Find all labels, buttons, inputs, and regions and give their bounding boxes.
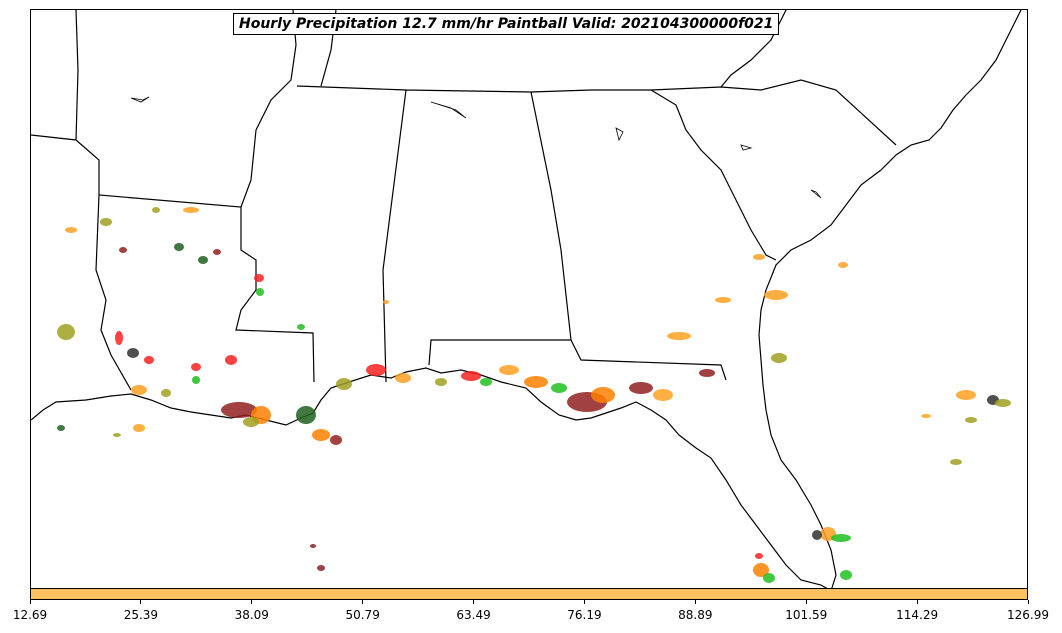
precip-blob xyxy=(191,363,201,371)
state-borders xyxy=(31,10,897,391)
colorbar-tick-label: 114.29 xyxy=(896,608,939,622)
colorbar-tick-label: 12.69 xyxy=(12,608,48,622)
precip-blob xyxy=(65,227,77,233)
precip-blob xyxy=(753,563,769,577)
map-frame xyxy=(30,9,1028,590)
precip-blob xyxy=(127,348,139,358)
colorbar-tick-label: 38.09 xyxy=(234,608,269,622)
precip-blob xyxy=(755,553,763,559)
precip-blob xyxy=(551,383,567,393)
precip-blob xyxy=(100,218,112,226)
precip-blob xyxy=(152,207,160,213)
map-canvas xyxy=(31,10,1022,589)
precip-blob xyxy=(764,290,788,300)
precip-blob xyxy=(699,369,715,377)
precip-blob xyxy=(480,378,492,386)
precip-blob xyxy=(383,300,389,304)
precip-blob xyxy=(838,262,848,268)
precip-blob xyxy=(119,247,127,253)
precip-blob xyxy=(174,243,184,251)
precip-blob xyxy=(763,573,775,583)
colorbar-tick-label: 63.49 xyxy=(456,608,491,622)
precip-blob xyxy=(336,378,352,390)
precip-blob xyxy=(840,570,852,580)
precip-blob xyxy=(310,544,316,548)
precip-blob xyxy=(57,425,65,431)
precip-blob xyxy=(629,382,653,394)
colorbar-tick xyxy=(29,600,31,604)
precip-blob xyxy=(296,406,316,424)
colorbar-tick xyxy=(694,600,696,604)
map-title: Hourly Precipitation 12.7 mm/hr Paintbal… xyxy=(233,13,780,35)
colorbar-tick xyxy=(251,600,253,604)
precip-blob xyxy=(330,435,342,445)
atlantic-coastline xyxy=(758,10,1022,589)
precip-blob xyxy=(524,376,548,388)
colorbar-tick xyxy=(362,600,364,604)
colorbar-tick-label: 88.89 xyxy=(678,608,713,622)
precip-blob xyxy=(131,385,147,395)
colorbar-tick xyxy=(1027,600,1029,604)
precip-blob xyxy=(113,433,121,437)
precip-blob xyxy=(192,376,200,384)
precip-blob xyxy=(499,365,519,375)
precip-blob xyxy=(243,417,259,427)
precip-blob xyxy=(667,332,691,340)
colorbar-tick xyxy=(473,600,475,604)
colorbar-tick-label: 50.79 xyxy=(345,608,380,622)
precip-blob xyxy=(183,207,199,213)
precip-blob xyxy=(435,378,447,386)
colorbar-tick-label: 101.59 xyxy=(785,608,828,622)
precip-blob xyxy=(254,274,264,282)
precip-blob xyxy=(715,297,731,303)
precip-blob xyxy=(225,355,237,365)
colorbar-tick-label: 25.39 xyxy=(123,608,159,622)
colorbar xyxy=(30,588,1028,600)
precip-blob xyxy=(812,530,822,540)
colorbar-tick xyxy=(140,600,142,604)
precip-blob xyxy=(965,417,977,423)
precip-blob xyxy=(256,288,264,296)
precip-blob xyxy=(921,414,931,418)
precip-blob xyxy=(198,256,208,264)
precip-blob xyxy=(366,364,386,376)
colorbar-tick xyxy=(583,600,585,604)
precip-blob xyxy=(753,254,765,260)
precip-blob xyxy=(950,459,962,465)
precip-blob xyxy=(144,356,154,364)
precip-blobs xyxy=(57,207,1011,583)
precip-blob xyxy=(395,373,411,383)
precip-blob xyxy=(221,402,257,418)
precip-blob xyxy=(317,565,325,571)
precip-blob xyxy=(771,353,787,363)
colorbar-tick xyxy=(805,600,807,604)
precip-blob xyxy=(133,424,145,432)
precip-blob xyxy=(57,324,75,340)
precip-blob xyxy=(591,387,615,403)
precip-blob xyxy=(653,389,673,401)
precip-blob xyxy=(831,534,851,542)
colorbar-tick xyxy=(916,600,918,604)
precip-blob xyxy=(161,389,171,397)
precip-blob xyxy=(115,331,123,345)
lake-shapes xyxy=(130,96,822,199)
precip-blob xyxy=(995,399,1011,407)
precip-blob xyxy=(956,390,976,400)
precip-blob xyxy=(297,324,305,330)
colorbar-tick-label: 126.99 xyxy=(1007,608,1049,622)
precip-blob xyxy=(213,249,221,255)
precip-blob xyxy=(312,429,330,441)
colorbar-tick-label: 76.19 xyxy=(567,608,602,622)
precip-blob xyxy=(461,371,481,381)
gulf-coastline xyxy=(31,367,829,589)
